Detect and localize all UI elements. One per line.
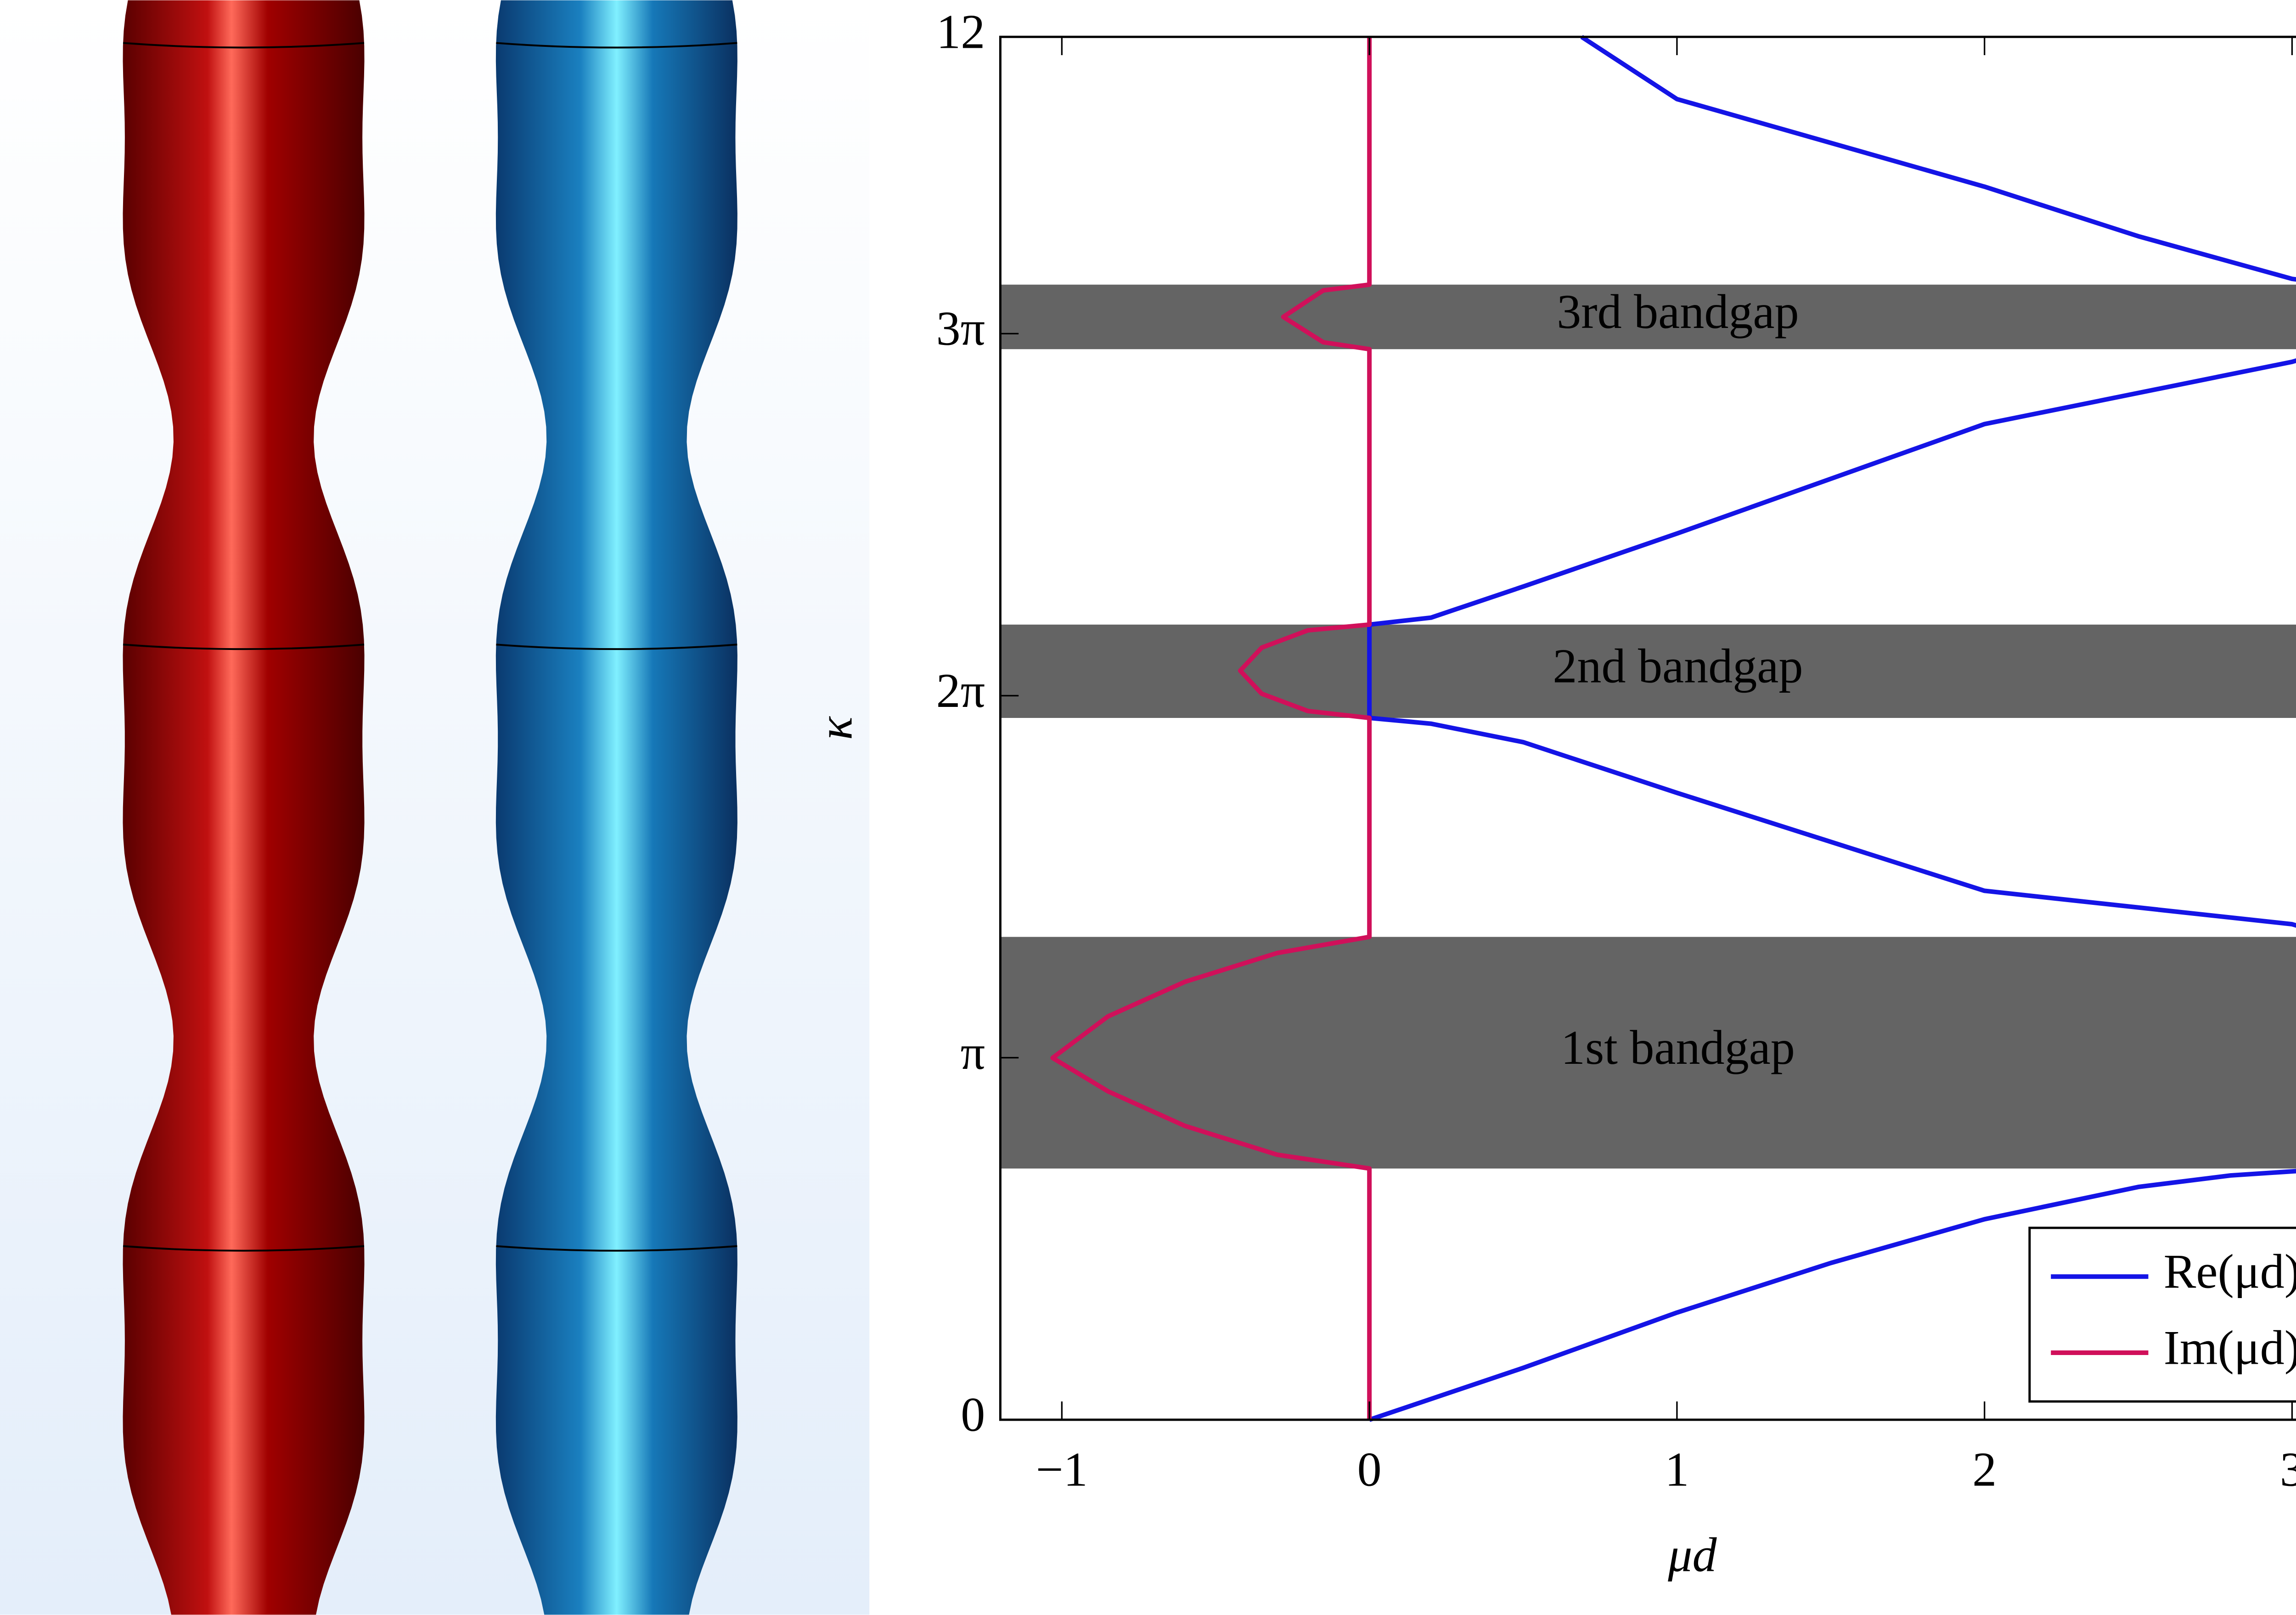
x-tick-label: 0 — [1357, 1442, 1382, 1496]
bandgap — [1000, 284, 2296, 350]
bandgap — [1000, 937, 2296, 1169]
column — [123, 0, 365, 1615]
seam — [123, 1245, 365, 1252]
x-tick-label: 1 — [1665, 1442, 1689, 1496]
legend-label: Im(μd) — [2164, 1320, 2296, 1374]
bandgap — [1000, 624, 2296, 718]
seam — [496, 644, 737, 650]
seam — [123, 644, 365, 650]
rendering — [123, 0, 737, 1615]
seam — [123, 42, 365, 49]
seam — [496, 42, 737, 49]
y-tick-label: π — [961, 1025, 985, 1079]
x-tick-label: 3 — [2280, 1442, 2296, 1496]
y-tick-label: 3π — [936, 301, 985, 356]
y-axis-label: κ — [808, 716, 862, 740]
y-tick-label: 2π — [936, 663, 985, 717]
y-tick-label: 12 — [936, 5, 985, 59]
column — [495, 0, 737, 1615]
x-tick-label: −1 — [1036, 1442, 1088, 1496]
x-axis-label: μd — [1667, 1527, 1717, 1581]
bandgap-label: 2nd bandgap — [1553, 639, 1803, 693]
plot-frame — [999, 35, 2296, 1421]
seam — [496, 1245, 737, 1252]
bandgap-label: 3rd bandgap — [1557, 284, 1799, 339]
legend-label: Re(μd) — [2164, 1244, 2296, 1299]
x-tick-label: 2 — [1972, 1442, 1997, 1496]
series-line — [1050, 37, 1372, 1420]
bandgap-label: 1st bandgap — [1561, 1020, 1795, 1074]
y-tick-label: 0 — [961, 1387, 985, 1441]
legend-box — [2028, 1226, 2296, 1403]
series-line — [1367, 35, 2296, 1422]
